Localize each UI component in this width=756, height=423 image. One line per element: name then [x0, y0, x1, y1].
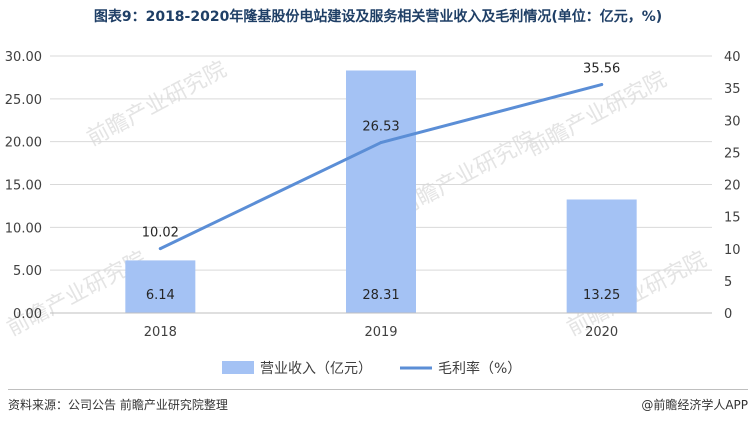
- legend-bar-label: 营业收入（亿元）: [260, 361, 372, 377]
- legend: 营业收入（亿元） 毛利率（%）: [222, 360, 521, 377]
- right-tick-label: 35: [724, 82, 741, 97]
- line-value-label: 10.02: [142, 226, 179, 241]
- x-tick-label: 2018: [144, 325, 177, 340]
- bar-value-label: 6.14: [146, 288, 175, 303]
- line-point: [600, 83, 604, 87]
- right-tick-label: 25: [724, 146, 741, 161]
- bar: [125, 260, 196, 313]
- x-tick-label: 2019: [364, 325, 397, 340]
- bar-value-label: 28.31: [362, 288, 399, 303]
- x-tick-label: 2020: [585, 325, 618, 340]
- legend-bar-swatch: [222, 361, 254, 374]
- bar-series: 6.14 28.31 13.25: [125, 70, 637, 314]
- bar-value-label: 13.25: [583, 288, 620, 303]
- x-axis: 2018 2019 2020: [50, 312, 712, 340]
- left-tick-label: 15.00: [5, 179, 42, 194]
- watermark-text: 前瞻产业研究院: [523, 67, 671, 161]
- right-tick-label: 30: [724, 114, 741, 129]
- left-tick-label: 0.00: [13, 307, 42, 322]
- left-axis: 0.00 5.00 10.00 15.00 20.00 25.00 30.00: [5, 50, 42, 322]
- footer-divider: [8, 389, 748, 390]
- bar: [566, 199, 637, 313]
- right-axis: 0 5 10 15 20 25 30 35 40: [724, 50, 741, 322]
- line-point: [379, 141, 383, 145]
- left-tick-label: 20.00: [5, 136, 42, 151]
- bar: [346, 70, 416, 314]
- line-point: [158, 247, 162, 251]
- chart-title: 图表9：2018-2020年隆基股份电站建设及服务相关营业收入及毛利情况(单位：…: [93, 9, 663, 25]
- source-note: 资料来源：公司公告 前瞻产业研究院整理: [8, 398, 228, 412]
- line-value-label: 26.53: [362, 120, 399, 135]
- left-tick-label: 30.00: [5, 50, 42, 65]
- right-tick-label: 0: [724, 307, 732, 322]
- left-tick-label: 25.00: [5, 93, 42, 108]
- legend-line-label: 毛利率（%）: [438, 360, 521, 377]
- line-value-label: 35.56: [583, 62, 620, 77]
- line-series: 10.02 26.53 35.56: [142, 62, 620, 251]
- left-tick-label: 10.00: [5, 221, 42, 236]
- right-tick-label: 5: [724, 275, 732, 290]
- watermark-text: 前瞻产业研究院: [83, 57, 231, 151]
- right-tick-label: 15: [724, 211, 741, 226]
- right-tick-label: 40: [724, 50, 741, 65]
- brand-credit: @前瞻经济学人APP: [641, 398, 748, 412]
- right-tick-label: 10: [724, 243, 741, 258]
- left-tick-label: 5.00: [13, 264, 42, 279]
- right-tick-label: 20: [724, 179, 741, 194]
